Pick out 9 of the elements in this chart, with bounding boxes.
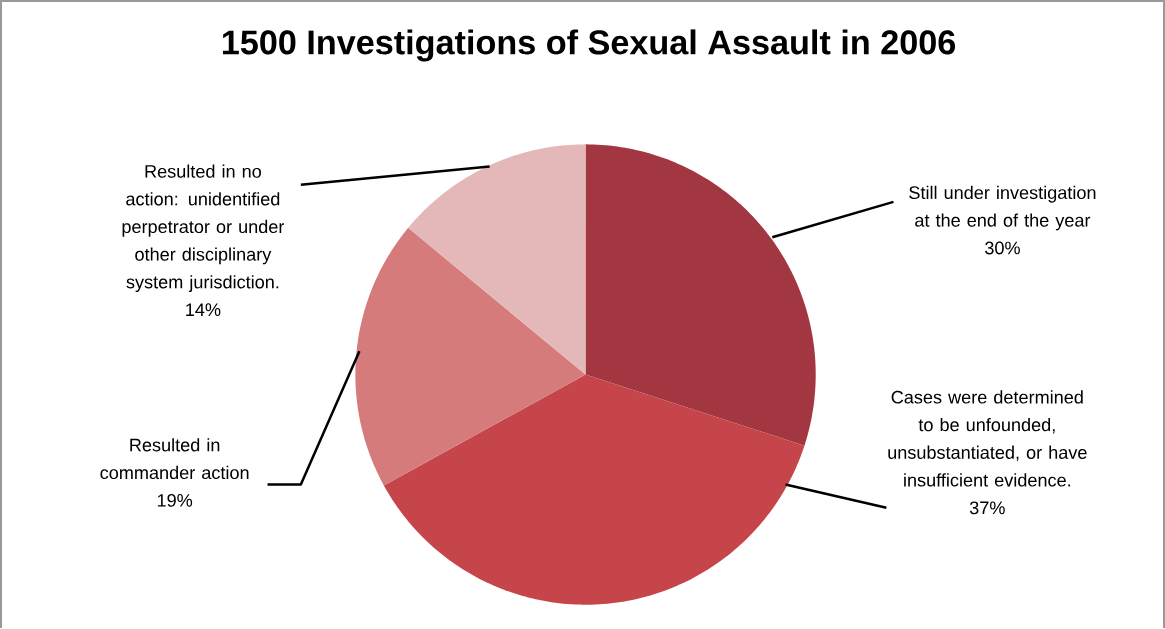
data-label: 14%: [186, 303, 221, 317]
chart-title: 1500 Investigations of Sexual Assault in 2006: [222, 29, 956, 62]
data-label: 37%: [969, 501, 1005, 515]
slice-label: Cases were determined to be unfounded, unsubstantiated, or have insufficient evidence.: [888, 390, 1087, 487]
data-label: 19%: [157, 493, 193, 507]
slice-label: Still under investigation at the end of the year: [909, 185, 1096, 231]
slice-label: Resulted in no action: unidentified perpetrator or under other disciplinary system jurisdiction.: [122, 164, 285, 293]
data-label: 30%: [985, 241, 1020, 255]
slice-label: Resulted in commander action: [100, 438, 249, 480]
